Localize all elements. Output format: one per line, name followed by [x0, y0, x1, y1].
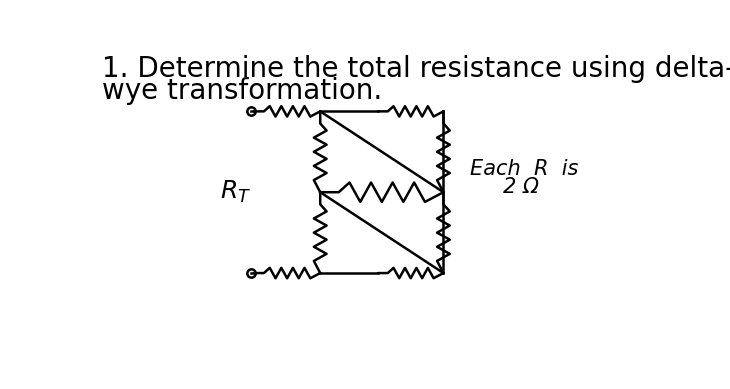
Text: 1. Determine the total resistance using delta-: 1. Determine the total resistance using … [102, 55, 730, 83]
Text: $R_T$: $R_T$ [220, 179, 251, 205]
Text: 2 Ω: 2 Ω [470, 177, 539, 197]
Text: Each  R  is: Each R is [470, 159, 579, 179]
Text: wye transformation.: wye transformation. [102, 77, 383, 105]
